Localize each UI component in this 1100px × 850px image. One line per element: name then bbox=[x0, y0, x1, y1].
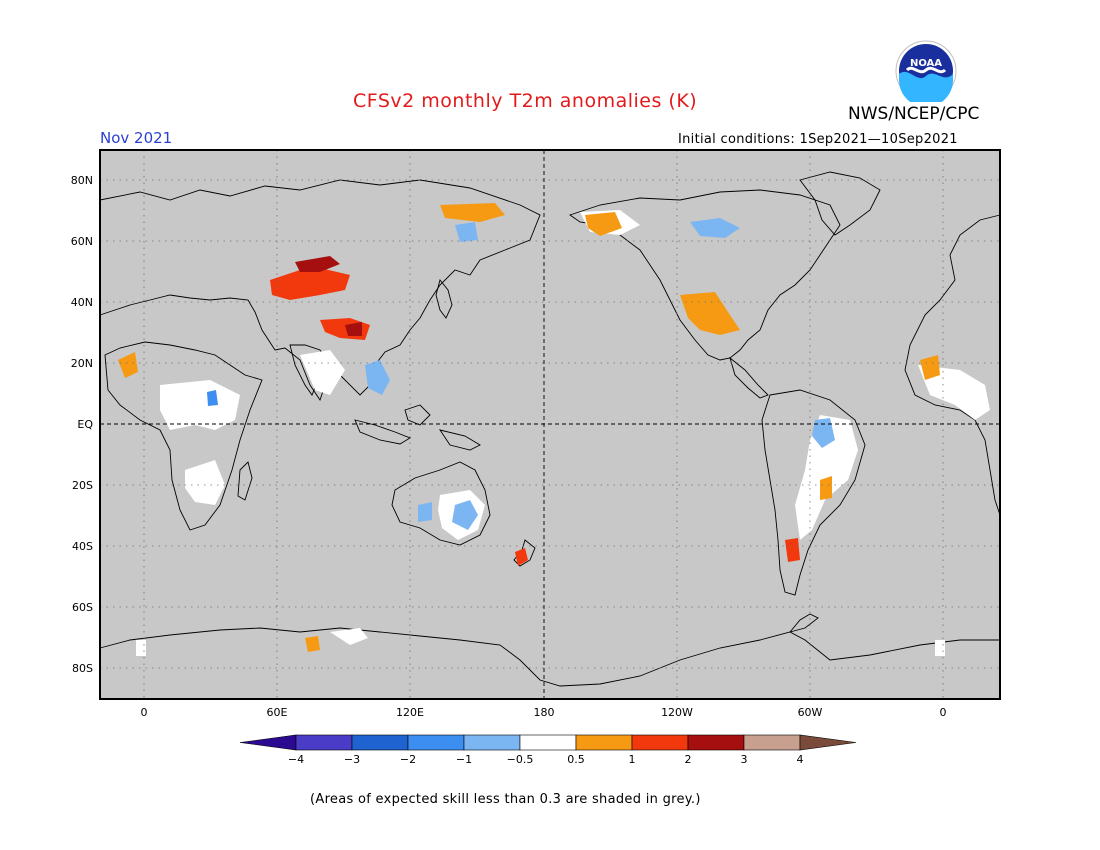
colorbar-label: 0.5 bbox=[567, 753, 585, 766]
lat-label: 60S bbox=[72, 601, 93, 614]
lat-label: 20S bbox=[72, 479, 93, 492]
logo-text: NOAA bbox=[910, 58, 942, 69]
colorbar-labels: −4 −3 −2 −1 −0.5 0.5 1 2 3 4 bbox=[288, 753, 804, 766]
lat-label: 40S bbox=[72, 540, 93, 553]
chart-title: CFSv2 monthly T2m anomalies (K) bbox=[353, 90, 698, 112]
lat-labels: 80N 60N 40N 20N EQ 20S 40S 60S 80S bbox=[71, 174, 94, 675]
colorbar-segment bbox=[407, 734, 465, 751]
colorbar-label: 4 bbox=[797, 753, 804, 766]
lon-label: 120W bbox=[661, 706, 693, 719]
colorbar-segment bbox=[463, 734, 521, 751]
agency-label: NWS/NCEP/CPC bbox=[848, 104, 980, 124]
lon-label: 60W bbox=[798, 706, 823, 719]
colorbar-segment bbox=[631, 734, 689, 751]
initial-conditions: Initial conditions: 1Sep2021—10Sep2021 bbox=[678, 132, 958, 147]
map-grid bbox=[100, 150, 1000, 699]
colorbar-label: −1 bbox=[456, 753, 472, 766]
colorbar-label: −4 bbox=[288, 753, 304, 766]
colorbar-label: 3 bbox=[741, 753, 748, 766]
lat-label: 40N bbox=[71, 296, 93, 309]
colorbar-segment bbox=[799, 734, 857, 751]
lat-label: 60N bbox=[71, 235, 93, 248]
colorbar-segment bbox=[519, 734, 577, 751]
colorbar-label: 2 bbox=[685, 753, 692, 766]
coastlines bbox=[99, 171, 1001, 687]
lon-label: 180 bbox=[534, 706, 555, 719]
map-frame bbox=[99, 149, 1001, 700]
colorbar-segment bbox=[239, 734, 297, 751]
lon-label: 0 bbox=[940, 706, 947, 719]
map-background bbox=[100, 150, 1000, 699]
lat-label: 80N bbox=[71, 174, 93, 187]
colorbar-segment bbox=[295, 734, 353, 751]
colorbar-segment bbox=[351, 734, 409, 751]
colorbar bbox=[239, 734, 857, 751]
lon-label: 60E bbox=[267, 706, 288, 719]
lat-label: EQ bbox=[77, 418, 93, 431]
lon-label: 120E bbox=[396, 706, 424, 719]
colorbar-segment bbox=[743, 734, 801, 751]
colorbar-label: −0.5 bbox=[507, 753, 534, 766]
anomaly-shading bbox=[118, 203, 990, 656]
noaa-logo-icon: NOAA bbox=[895, 40, 957, 102]
colorbar-segment bbox=[687, 734, 745, 751]
lat-label: 80S bbox=[72, 662, 93, 675]
colorbar-label: −3 bbox=[344, 753, 360, 766]
colorbar-label: 1 bbox=[629, 753, 636, 766]
forecast-month: Nov 2021 bbox=[100, 129, 173, 147]
lat-label: 20N bbox=[71, 357, 93, 370]
lon-label: 0 bbox=[141, 706, 148, 719]
colorbar-segment bbox=[575, 734, 633, 751]
colorbar-label: −2 bbox=[400, 753, 416, 766]
footnote: (Areas of expected skill less than 0.3 a… bbox=[310, 792, 701, 807]
lon-labels: 0 60E 120E 180 120W 60W 0 bbox=[141, 706, 947, 719]
